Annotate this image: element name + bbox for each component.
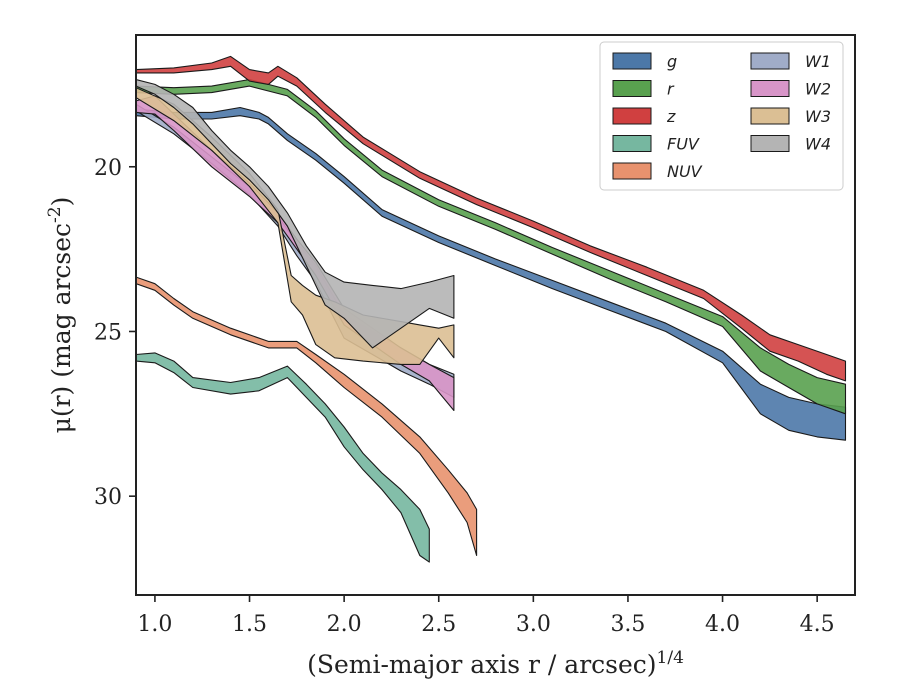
profile-band-g (136, 106, 847, 441)
legend-label-nuv: NUV (667, 162, 703, 181)
legend-label-g: g (667, 52, 677, 71)
x-tick-label: 2.0 (327, 612, 362, 637)
legend-swatch-nuv (612, 162, 652, 180)
legend-swatch-g (612, 52, 652, 70)
profile-band-w4 (136, 78, 455, 349)
legend-label-r: r (667, 80, 675, 99)
legend-swatch-fuv (612, 135, 652, 152)
y-axis-label: μ(r) (mag arcsec-2) (45, 197, 76, 434)
legend-label-w1: W1 (805, 52, 831, 71)
legend-label-fuv: FUV (667, 135, 700, 154)
profile-band-w3 (136, 87, 455, 365)
legend-swatch-w4 (750, 135, 790, 152)
x-tick-label: 1.0 (137, 612, 172, 637)
x-tick-label: 4.0 (705, 612, 740, 637)
axes-frame (135, 34, 856, 596)
profile-band-nuv (136, 276, 478, 557)
plot-area (136, 55, 847, 563)
legend-label-w4: W4 (805, 135, 831, 154)
legend-swatch-r (612, 80, 652, 97)
legend-swatch-w1 (750, 52, 790, 70)
legend-label-z: z (666, 107, 676, 126)
x-tick-label: 3.0 (516, 612, 551, 637)
legend-swatch-z (612, 107, 652, 125)
y-tick-label: 20 (94, 156, 122, 181)
y-tick-label: 25 (94, 320, 122, 345)
legend-label-w3: W3 (805, 107, 831, 126)
x-axis-label: (Semi-major axis r / arcsec)1/4 (307, 648, 684, 679)
x-tick-label: 1.5 (232, 612, 267, 637)
legend-box (599, 41, 844, 191)
axis-ticks: 1.0 1.5 2.0 2.5 3.0 3.5 4.0 4.5 20 25 30 (94, 156, 835, 637)
profile-band-fuv (136, 352, 430, 563)
legend-swatch-w3 (750, 107, 790, 125)
y-tick-label: 30 (94, 485, 122, 510)
x-tick-label: 2.5 (421, 612, 456, 637)
profile-band-r (136, 78, 847, 415)
profile-band-z (136, 55, 847, 382)
legend-label-w2: W2 (805, 80, 831, 99)
legend: grz FUV NUV W1 W2 W3 W4 (599, 41, 844, 191)
x-tick-label: 3.5 (610, 612, 645, 637)
x-tick-label: 4.5 (800, 612, 835, 637)
legend-swatch-w2 (750, 80, 790, 97)
